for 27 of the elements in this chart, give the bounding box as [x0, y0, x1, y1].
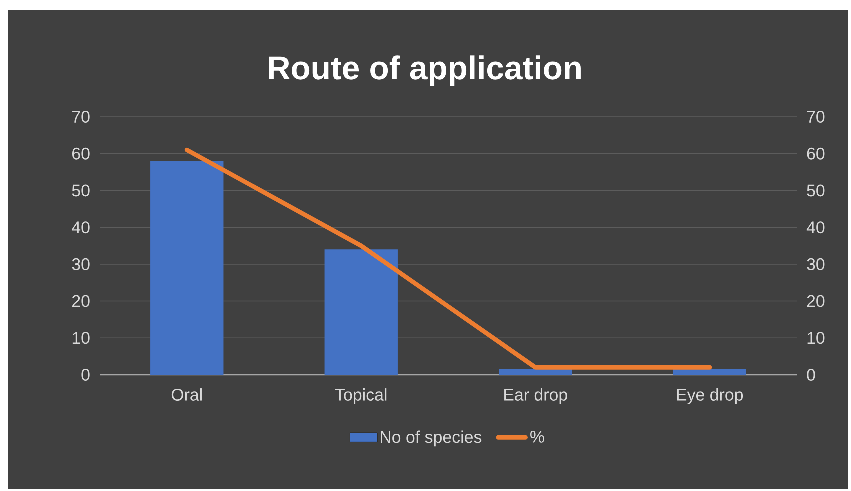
bar	[150, 161, 224, 375]
bar	[673, 369, 746, 375]
bar	[499, 369, 572, 375]
x-tick-label: Eye drop	[677, 388, 744, 404]
y2-tick-label: 60	[807, 148, 825, 160]
y-tick-label: 40	[72, 222, 90, 234]
y-tick-label: 70	[72, 111, 90, 123]
bar	[324, 250, 398, 375]
y2-tick-label: 0	[807, 369, 816, 381]
y2-tick-label: 40	[806, 222, 825, 234]
x-tick-label: Ear drop	[504, 388, 568, 404]
y-tick-label: 50	[72, 184, 90, 197]
x-tick-label: Topical	[335, 388, 387, 404]
chart-title: Route of application	[269, 56, 581, 86]
y-tick-label: 20	[72, 295, 90, 308]
y2-tick-label: 70	[807, 111, 825, 123]
x-tick-label: Oral	[172, 388, 202, 401]
y-tick-label: 0	[82, 369, 90, 381]
y2-tick-label: 30	[807, 258, 825, 270]
y-tick-label: 10	[72, 332, 90, 344]
legend-label: No of species	[381, 430, 482, 447]
y-tick-label: 30	[72, 258, 90, 270]
y2-tick-label: 10	[808, 332, 825, 344]
y2-tick-label: 50	[807, 184, 825, 197]
y2-tick-label: 20	[807, 295, 825, 308]
legend-label: %	[530, 431, 544, 443]
y-tick-label: 60	[72, 148, 90, 160]
